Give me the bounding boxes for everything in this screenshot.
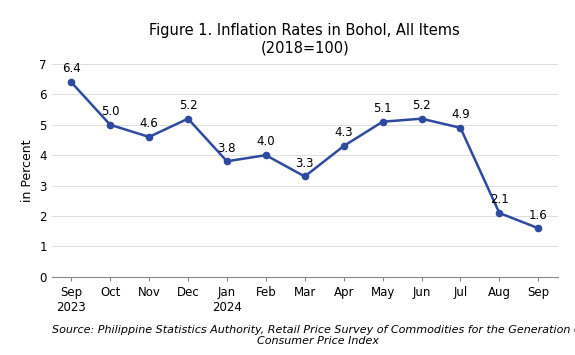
Text: 4.9: 4.9 <box>451 108 470 121</box>
Text: 5.2: 5.2 <box>179 99 197 112</box>
Text: 3.8: 3.8 <box>218 142 236 154</box>
Text: Source: Philippine Statistics Authority, Retail Price Survey of Commodities for : Source: Philippine Statistics Authority,… <box>52 324 575 346</box>
Text: 4.6: 4.6 <box>140 117 159 130</box>
Text: 5.2: 5.2 <box>412 99 431 112</box>
Text: 5.1: 5.1 <box>373 102 392 115</box>
Text: 1.6: 1.6 <box>529 208 547 222</box>
Text: 4.0: 4.0 <box>256 136 275 148</box>
Text: 3.3: 3.3 <box>296 157 314 170</box>
Text: 5.0: 5.0 <box>101 105 120 118</box>
Y-axis label: in Percent: in Percent <box>21 139 34 202</box>
Title: Figure 1. Inflation Rates in Bohol, All Items
(2018=100): Figure 1. Inflation Rates in Bohol, All … <box>150 23 460 56</box>
Text: 4.3: 4.3 <box>334 126 353 140</box>
Text: 2.1: 2.1 <box>490 193 509 206</box>
Text: 6.4: 6.4 <box>62 62 81 76</box>
